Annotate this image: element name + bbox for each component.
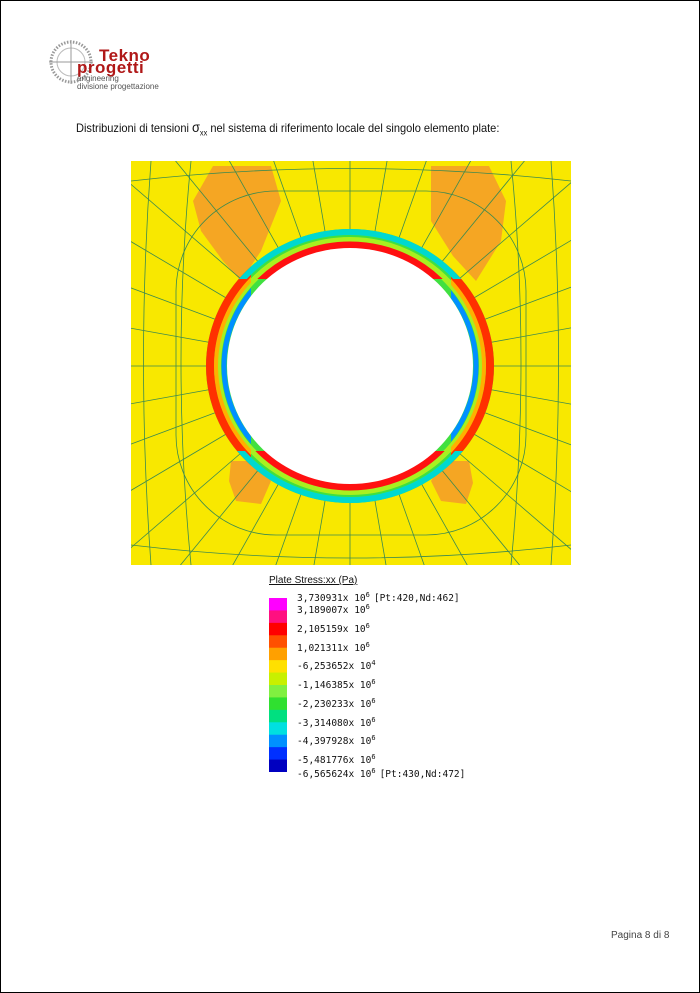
legend-exponent: 6 [371,767,376,775]
legend-mantissa: -3,314080x 10 [297,717,372,729]
color-band [269,722,287,736]
legend-mantissa: -2,230233x 10 [297,698,372,710]
color-band [269,747,287,761]
legend-label: 2,105159x 106 [297,622,370,635]
color-band [269,660,287,674]
legend-exponent: 6 [365,603,370,611]
legend-mantissa: 3,730931x 10 [297,593,366,605]
mesh-line [373,161,388,236]
color-band [269,759,287,772]
legend-note: [Pt:420,Nd:462] [373,593,460,605]
mesh-line [131,411,219,445]
mesh-line [273,161,303,242]
color-band [269,697,287,711]
legend-exponent: 6 [371,696,376,705]
color-band [269,647,287,661]
legend-mantissa: 1,021311x 10 [297,642,366,654]
logo-subtext: engineering [77,74,119,83]
color-band [269,622,287,636]
logo-text: progetti [77,58,145,77]
legend-title: Plate Stress:xx (Pa) [269,575,358,586]
mesh-line [131,287,219,321]
color-band [269,734,287,748]
logo-mark [49,40,93,84]
legend-mantissa: -5,481776x 10 [297,755,372,767]
legend-mantissa: -6,565624x 10 [297,769,372,781]
legend-exponent: 6 [365,640,370,649]
mesh-line [439,467,521,565]
mesh-line [487,327,571,344]
mesh-line [131,451,244,549]
legend-exponent: 6 [365,621,370,630]
mesh-line [419,480,468,565]
legend-mantissa: -6,253652x 10 [297,661,372,673]
legend-label: -3,314080x 106 [297,716,376,729]
mesh-line [131,327,213,344]
mesh-line [471,432,571,492]
legend-exponent: 6 [371,678,376,686]
legend-note: [Pt:430,Nd:472] [379,769,466,781]
color-band [269,598,287,611]
mesh-line [471,240,571,300]
caption-symbol: σ [191,119,200,135]
mesh-line [373,496,387,565]
legend-label: -6,565624x 106 [Pt:430,Nd:472] [297,767,465,780]
mesh-line [456,451,571,550]
legend-label: 3,189007x 106 [297,603,370,616]
mesh-line [397,161,427,242]
legend-label: -6,253652x 104 [297,659,376,672]
legend-exponent: 6 [371,753,376,761]
mesh-line [131,432,229,491]
mesh-line [481,286,571,321]
legend-exponent: 6 [371,715,376,724]
legend-label: -1,146385x 106 [297,678,376,691]
caption: Distribuzioni di tensioni σxx nel sistem… [76,119,499,137]
mesh-line [179,467,261,565]
legend-label: -2,230233x 106 [297,697,376,710]
mesh-line [481,411,571,446]
caption-subscript: xx [199,128,208,138]
color-band [269,610,287,624]
mesh-line [313,496,327,565]
color-bar [269,598,287,772]
legend-label: -4,397928x 106 [297,734,376,747]
mesh-line [419,161,472,252]
color-band [269,635,287,649]
mesh-line [131,241,229,300]
mesh-line [131,388,213,405]
legend-exponent: 6 [371,734,376,743]
mesh-line [456,182,571,281]
color-band [269,672,287,686]
legend-label: 1,021311x 106 [297,641,370,654]
logo-subtext: divisione progettazione [77,82,159,91]
page-footer: Pagina 8 di 8 [611,930,670,941]
legend-exponent: 6 [365,591,370,599]
mesh-line [487,388,571,405]
mesh-line [312,161,327,236]
mesh-line [175,161,261,265]
color-band [269,709,287,723]
mesh-line [232,480,281,565]
mesh-line [439,161,525,265]
legend-mantissa: 3,189007x 10 [297,605,366,617]
legend-mantissa: 2,105159x 10 [297,623,366,635]
mesh-line [228,161,281,252]
stress-contour-image [131,161,571,565]
color-band [269,685,287,698]
legend-mantissa: -4,397928x 10 [297,736,372,748]
legend-label: 3,730931x 106 [Pt:420,Nd:462] [297,591,460,604]
logo-text: Tekno [99,46,151,65]
mesh-line [397,490,425,565]
legend-exponent: 4 [371,659,376,668]
mesh-line [275,490,303,565]
legend-mantissa: -1,146385x 10 [297,680,372,692]
legend-label: -5,481776x 106 [297,753,376,766]
caption-text: Distribuzioni di tensioni [76,121,192,135]
caption-text: nel sistema di riferimento locale del si… [207,121,500,135]
mesh-line [131,183,244,281]
